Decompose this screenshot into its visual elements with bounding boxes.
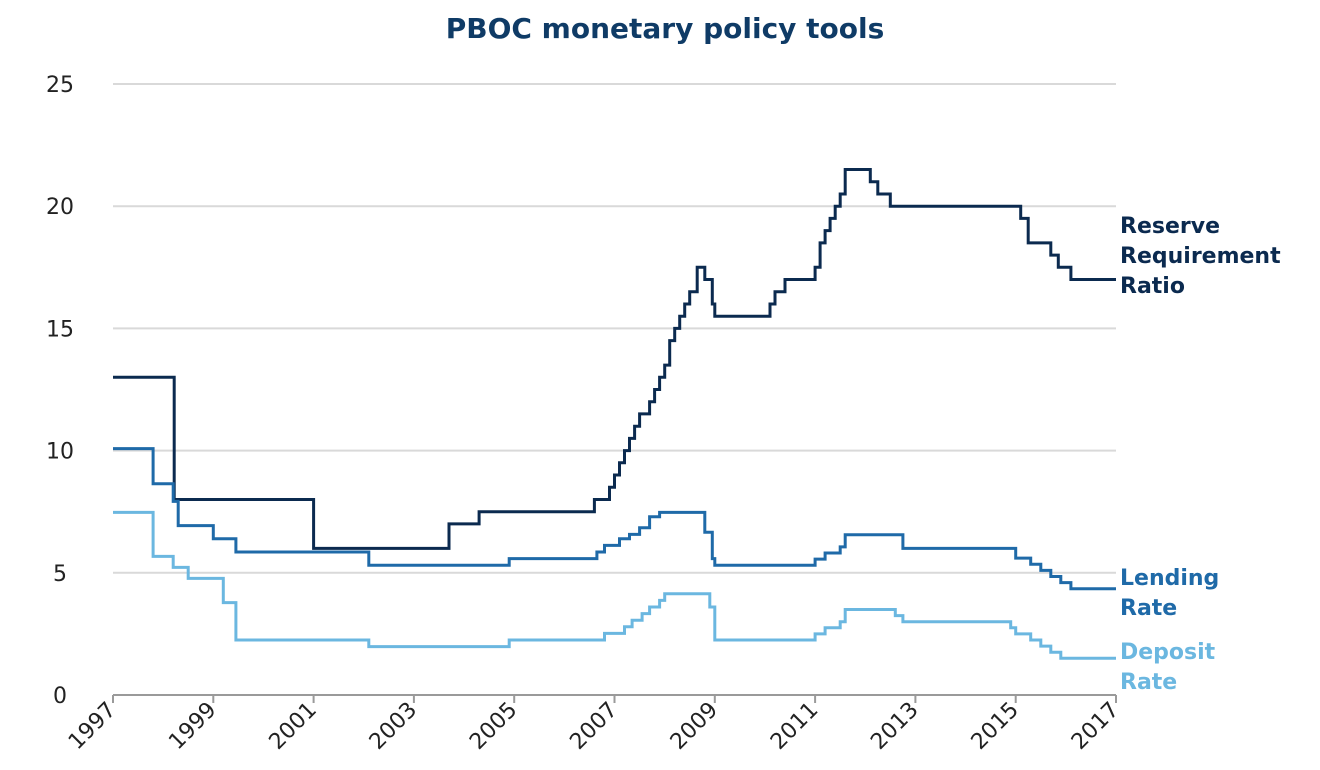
x-tick-label: 2017 [1067,698,1124,755]
series-label-line: Lending [1120,566,1219,591]
series-label-line: Requirement [1120,244,1281,269]
x-tick-label: 2001 [265,698,322,755]
x-tick-label: 2013 [866,698,923,755]
y-tick-label: 5 [53,562,67,587]
series-label-deposit-rate: Deposit Rate [1120,640,1216,695]
series-label-line: Ratio [1120,274,1185,299]
series-label-line: Rate [1120,670,1177,695]
series-line-lending-rate [113,447,1116,591]
x-tick-label: 2011 [766,698,823,755]
x-tick-label: 1997 [64,698,121,755]
series-label-lending-rate: Lending Rate [1120,566,1219,621]
series-lines [113,168,1116,660]
y-tick-label: 20 [46,195,74,220]
chart-title: PBOC monetary policy tools [446,12,885,45]
x-tick-label: 2007 [565,698,622,755]
series-label-line: Deposit [1120,640,1216,665]
x-tick-label: 2003 [365,698,422,755]
y-tick-label: 0 [53,684,67,709]
series-label-reserve-requirement-ratio: Reserve Requirement Ratio [1120,214,1281,299]
x-tick-label: 1999 [164,698,221,755]
series-line-reserve-requirement-ratio [113,168,1116,550]
y-tick-label: 25 [46,73,74,98]
series-label-line: Reserve [1120,214,1220,239]
x-tick-label: 2015 [967,698,1024,755]
axes: 0 5 10 15 20 25 1997 1999 2001 2003 2005 2007 2009 20… [46,73,1124,755]
y-tick-label: 10 [46,440,74,465]
x-tick-label: 2005 [465,698,522,755]
y-tick-label: 15 [46,317,74,342]
series-label-line: Rate [1120,596,1177,621]
x-tick-label: 2009 [666,698,723,755]
series-line-deposit-rate [113,510,1116,660]
